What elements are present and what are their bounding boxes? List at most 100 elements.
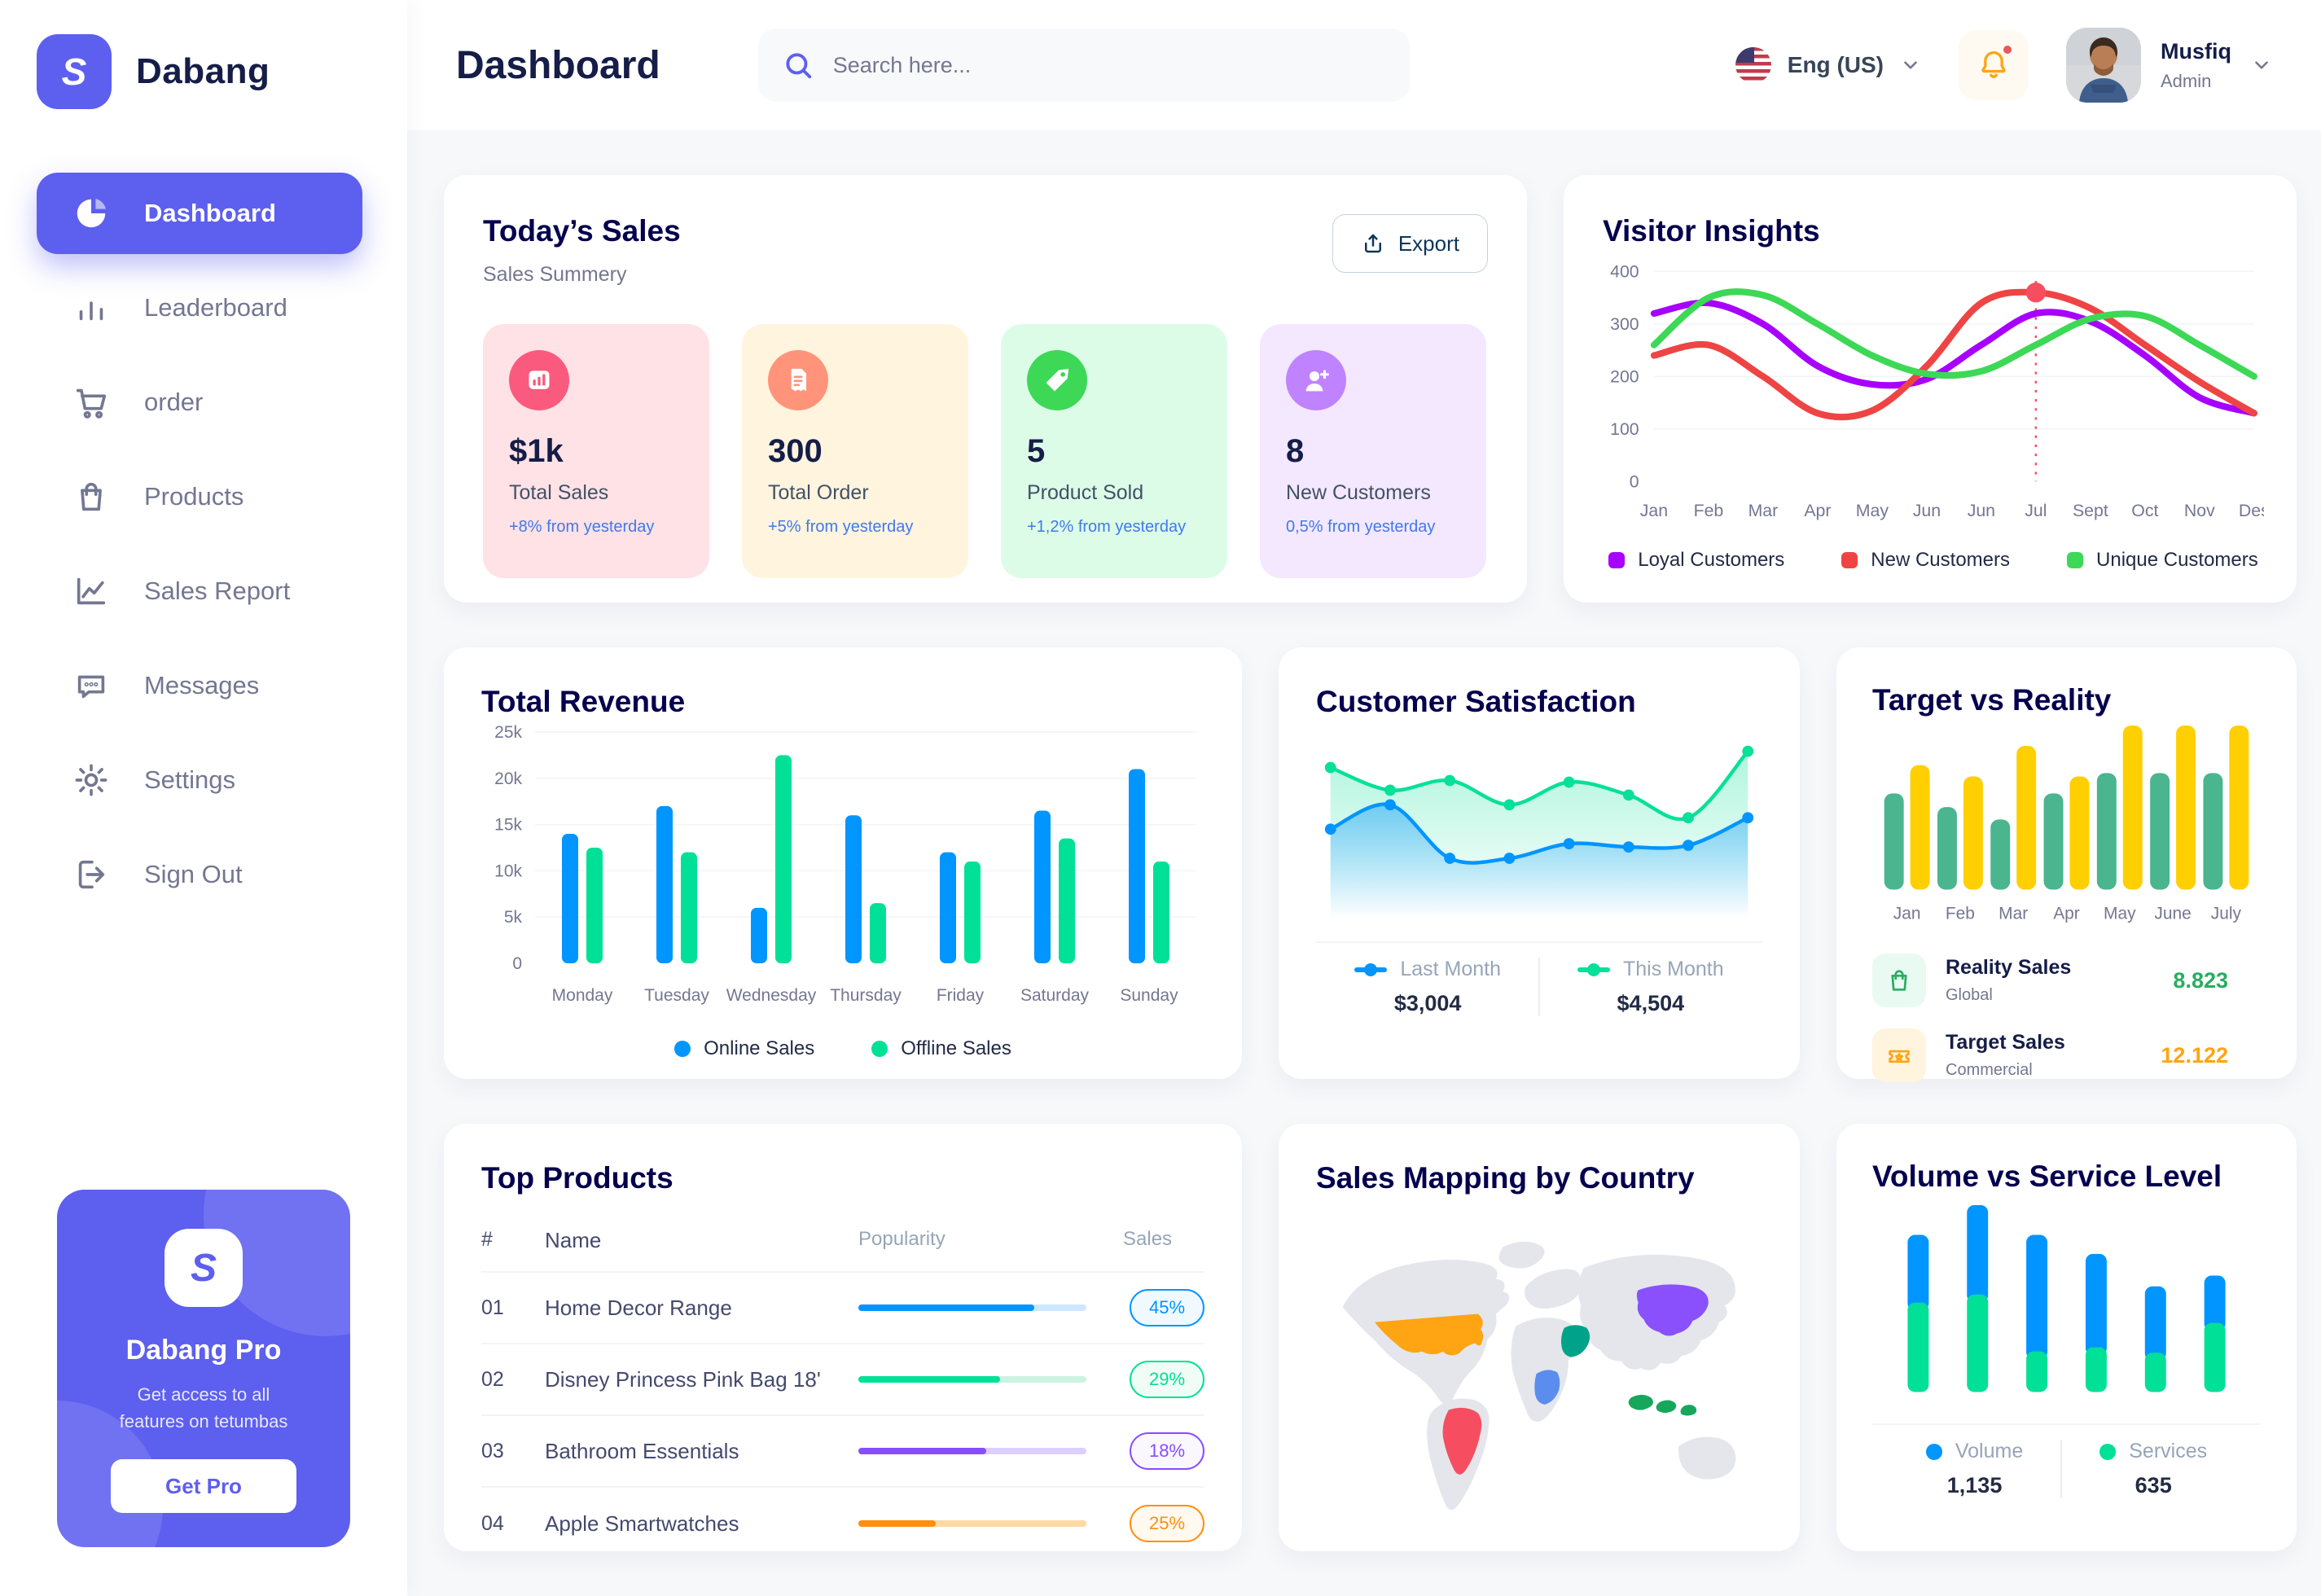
export-button[interactable]: Export — [1332, 214, 1488, 273]
notifications-button[interactable] — [1959, 30, 2029, 100]
legend-label: Services — [2129, 1440, 2208, 1463]
progress-track — [858, 1520, 1086, 1527]
pro-subtitle: Get access to all features on tetumbas — [119, 1384, 288, 1432]
col-header-sales: Sales — [1123, 1228, 1173, 1250]
svg-text:300: 300 — [1610, 314, 1639, 334]
product-num: 01 — [481, 1296, 504, 1319]
kpi-label: Product Sold — [1027, 481, 1144, 504]
svg-text:Saturday: Saturday — [1020, 986, 1090, 1005]
svg-text:25k: 25k — [494, 723, 522, 742]
legend-label: Last Month — [1400, 958, 1501, 981]
legend-label-row: Last Month — [1354, 958, 1501, 981]
table-row: 04 Apple Smartwatches 25% — [481, 1488, 1204, 1559]
receipt-icon — [768, 350, 828, 410]
tag-icon — [1027, 350, 1087, 410]
sidebar-item-settings[interactable]: Settings — [37, 739, 362, 821]
total-revenue-title: Total Revenue — [481, 685, 686, 718]
sidebar: S Dabang Dashboard Leaderboard order Produc… — [0, 0, 407, 1596]
top-bar: Dashboard Eng (US) — [407, 0, 2321, 130]
svg-text:0: 0 — [1630, 471, 1639, 491]
chevron-down-icon — [1904, 61, 1917, 69]
progress-track — [858, 1448, 1086, 1454]
svg-text:10k: 10k — [494, 862, 522, 880]
get-pro-button[interactable]: Get Pro — [111, 1459, 296, 1513]
sidebar-item-products[interactable]: Products — [37, 456, 362, 537]
sidebar-item-sales-report[interactable]: Sales Report — [37, 550, 362, 632]
legend-value: $3,004 — [1393, 991, 1462, 1016]
search-box — [757, 28, 1410, 102]
legend-label: Online Sales — [704, 1037, 815, 1059]
language-selector[interactable]: Eng (US) — [1735, 47, 1921, 83]
legend-value: 12.122 — [2161, 1042, 2228, 1068]
sidebar-item-sign-out[interactable]: Sign Out — [37, 834, 362, 915]
sales-map-card: Sales Mapping by Country — [1279, 1124, 1800, 1551]
kpi-card-3: 8 New Customers 0,5% from yesterday — [1260, 324, 1486, 578]
svg-text:Tuesday: Tuesday — [644, 986, 709, 1005]
todays-sales-titles: Today’s Sales Sales Summery — [483, 214, 681, 287]
svg-text:Oct: Oct — [2131, 501, 2158, 520]
world-map — [1342, 1241, 1736, 1510]
col-header-popularity: Popularity — [858, 1228, 946, 1250]
product-sales: 29% — [1123, 1361, 1204, 1398]
svg-text:Sept: Sept — [2073, 501, 2108, 520]
legend-swatch — [674, 1041, 691, 1057]
customer-satisfaction-card: Customer Satisfaction Last Month $3,004 Th… — [1279, 647, 1800, 1079]
brand-name: Dabang — [136, 51, 270, 91]
legend-label: Unique Customers — [2096, 549, 2258, 572]
sidebar-item-label: Leaderboard — [144, 293, 287, 322]
legend-item: Target Sales Commercial 12.122 — [1872, 1028, 2261, 1083]
sidebar-item-dashboard[interactable]: Dashboard — [37, 173, 362, 254]
legend-swatch — [871, 1041, 888, 1057]
volume-service-title: Volume vs Service Level — [1872, 1160, 2222, 1193]
ticket-icon — [1872, 1028, 1926, 1083]
legend-texts: Target Sales Commercial — [1946, 1031, 2065, 1080]
legend-item: Last Month $3,004 — [1317, 958, 1538, 1016]
cart-icon — [72, 384, 110, 421]
svg-text:5k: 5k — [504, 908, 523, 927]
chart-icon — [72, 572, 110, 610]
svg-text:0: 0 — [512, 954, 522, 973]
legend-item: Reality Sales Global 8.823 — [1872, 954, 2261, 1008]
divider — [1872, 1423, 2261, 1426]
search-input[interactable] — [832, 52, 1385, 78]
legend-divider — [1538, 958, 1540, 1017]
progress-track — [858, 1304, 1086, 1311]
product-popularity — [858, 1444, 1103, 1458]
product-popularity — [858, 1300, 1103, 1315]
user-role: Admin — [2161, 70, 2212, 91]
bag-icon — [72, 478, 110, 515]
svg-text:15k: 15k — [494, 816, 522, 835]
target-vs-reality-title: Target vs Reality — [1872, 683, 2112, 717]
sidebar-item-leaderboard[interactable]: Leaderboard — [37, 267, 362, 349]
svg-text:Apr: Apr — [2053, 904, 2080, 923]
sidebar-item-label: Settings — [144, 765, 236, 794]
sales-badge: 29% — [1130, 1361, 1204, 1398]
user-text: Musfiq Admin — [2161, 39, 2231, 92]
legend-item: New Customers — [1841, 549, 2010, 572]
brand-logo-icon: S — [37, 34, 112, 109]
legend-label-row: Services — [2099, 1440, 2207, 1463]
progress-track — [858, 1376, 1086, 1383]
table-row: 03 Bathroom Essentials 18% — [481, 1416, 1204, 1488]
svg-text:Feb: Feb — [1946, 904, 1975, 923]
kpi-card-0: $1k Total Sales +8% from yesterday — [483, 324, 709, 578]
signout-icon — [72, 856, 110, 893]
target-vs-reality-legend: Reality Sales Global 8.823 Target Sales Comm… — [1872, 954, 2261, 1083]
bar-card-icon — [509, 350, 569, 410]
todays-sales-title: Today’s Sales — [483, 214, 681, 248]
svg-text:Apr: Apr — [1804, 501, 1831, 520]
svg-text:400: 400 — [1610, 262, 1639, 282]
page-title: Dashboard — [456, 43, 660, 87]
legend-divider — [2060, 1440, 2063, 1499]
sidebar-item-order[interactable]: order — [37, 362, 362, 443]
sales-map-title: Sales Mapping by Country — [1316, 1161, 1695, 1195]
avatar — [2066, 28, 2141, 103]
user-profile[interactable]: Musfiq Admin — [2066, 28, 2272, 103]
sidebar-item-messages[interactable]: Messages — [37, 645, 362, 726]
kpi-label: Total Order — [768, 481, 869, 504]
visitor-insights-chart: 0 100 200 300 400 Jan Feb Mar Apr May Jun Jun Jul Sep… — [1603, 248, 2270, 537]
legend-item: Loyal Customers — [1608, 549, 1784, 572]
legend-value: 635 — [2135, 1473, 2172, 1498]
pro-upsell-card: S Dabang Pro Get access to all features … — [57, 1190, 350, 1547]
sales-badge: 45% — [1130, 1289, 1204, 1326]
